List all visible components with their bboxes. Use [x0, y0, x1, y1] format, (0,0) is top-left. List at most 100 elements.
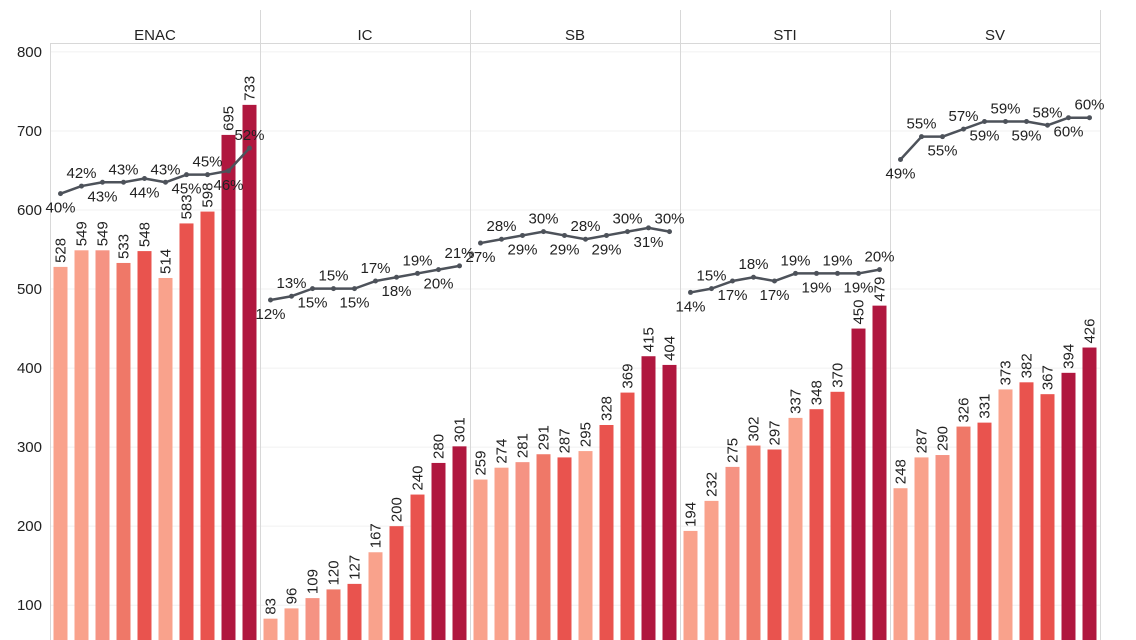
- bar-value-label: 291: [536, 425, 553, 450]
- bar: [935, 455, 950, 640]
- rate-point: [562, 232, 567, 238]
- bar: [431, 462, 446, 640]
- bar: [662, 364, 677, 640]
- bar-value-label: 127: [347, 555, 364, 580]
- rate-line: [60, 147, 251, 195]
- rate-label: 31%: [633, 234, 663, 251]
- bar-value-label: 194: [683, 502, 700, 527]
- bar: [347, 583, 362, 640]
- rate-label: 29%: [549, 241, 579, 258]
- bar: [74, 250, 89, 640]
- rate-label: 49%: [885, 165, 915, 182]
- bar-value-label: 259: [473, 451, 490, 476]
- rate-point: [772, 278, 777, 284]
- bar-value-label: 328: [599, 396, 616, 421]
- bar: [494, 467, 509, 640]
- bar-value-label: 528: [53, 238, 70, 263]
- bar: [473, 479, 488, 640]
- bar-value-label: 415: [641, 327, 658, 352]
- bar: [620, 392, 635, 640]
- rate-point: [247, 145, 252, 151]
- rate-point: [331, 286, 336, 292]
- rate-label: 40%: [45, 200, 75, 217]
- bar: [704, 500, 719, 640]
- bar-value-label: 109: [305, 569, 322, 594]
- bar: [284, 608, 299, 640]
- bar: [830, 391, 845, 640]
- bar: [998, 389, 1013, 640]
- bar: [116, 262, 131, 640]
- rate-label: 52%: [234, 127, 264, 144]
- bar: [1019, 382, 1034, 640]
- rate-label: 19%: [402, 252, 432, 269]
- rate-label: 15%: [339, 295, 369, 312]
- rate-label: 28%: [570, 218, 600, 235]
- bar-value-label: 404: [662, 336, 679, 361]
- bar: [599, 424, 614, 640]
- rate-point: [352, 286, 357, 292]
- rate-label: 30%: [528, 211, 558, 228]
- rate-label: 45%: [171, 181, 201, 198]
- rate-point: [982, 118, 987, 124]
- bar-value-label: 96: [284, 588, 301, 605]
- bar: [956, 426, 971, 640]
- rate-point: [898, 156, 903, 162]
- bar: [389, 526, 404, 640]
- bar: [1040, 394, 1055, 640]
- bar-value-label: 382: [1019, 353, 1036, 378]
- bar-value-label: 370: [830, 363, 847, 388]
- bar: [1061, 372, 1076, 640]
- rate-label: 19%: [843, 279, 873, 296]
- rate-point: [646, 225, 651, 231]
- bar-value-label: 83: [263, 598, 280, 615]
- bar-value-label: 450: [851, 300, 868, 325]
- bar: [767, 449, 782, 640]
- bar-value-label: 297: [767, 420, 784, 445]
- bar-value-label: 326: [956, 398, 973, 423]
- y-tick-label: 800: [17, 44, 42, 61]
- rate-label: 13%: [276, 275, 306, 292]
- rate-point: [961, 126, 966, 132]
- rate-point: [58, 191, 63, 197]
- bar: [326, 589, 341, 640]
- bar-value-label: 479: [872, 277, 889, 302]
- bar-value-label: 287: [557, 428, 574, 453]
- bar-value-label: 426: [1082, 319, 1099, 344]
- y-tick-label: 500: [17, 281, 42, 298]
- bar-value-label: 120: [326, 560, 343, 585]
- y-tick-label: 400: [17, 360, 42, 377]
- bar: [263, 618, 278, 640]
- bar: [179, 223, 194, 640]
- rate-point: [1066, 115, 1071, 121]
- rate-point: [583, 236, 588, 242]
- bar: [1082, 347, 1097, 640]
- panel-title: SV: [985, 27, 1005, 44]
- rate-point: [394, 274, 399, 280]
- rate-label: 59%: [1011, 127, 1041, 144]
- rate-label: 46%: [213, 177, 243, 194]
- bar: [851, 328, 866, 640]
- bar: [536, 454, 551, 640]
- bar: [200, 211, 215, 640]
- rate-label: 30%: [654, 211, 684, 228]
- rate-point: [877, 267, 882, 273]
- bar-value-label: 514: [158, 249, 175, 274]
- rate-point: [289, 293, 294, 299]
- rate-label: 60%: [1074, 97, 1104, 114]
- bar: [683, 530, 698, 640]
- rate-point: [520, 232, 525, 238]
- bar-value-label: 695: [221, 106, 238, 131]
- bar: [557, 457, 572, 640]
- rate-point: [856, 270, 861, 276]
- rate-label: 55%: [927, 143, 957, 160]
- rate-point: [751, 274, 756, 280]
- rate-point: [541, 229, 546, 235]
- rate-label: 19%: [822, 252, 852, 269]
- rate-label: 17%: [717, 287, 747, 304]
- bar: [95, 250, 110, 640]
- rate-point: [142, 175, 147, 181]
- bar: [641, 356, 656, 640]
- bar-value-label: 248: [893, 459, 910, 484]
- rate-point: [1087, 115, 1092, 121]
- bar-value-label: 232: [704, 472, 721, 497]
